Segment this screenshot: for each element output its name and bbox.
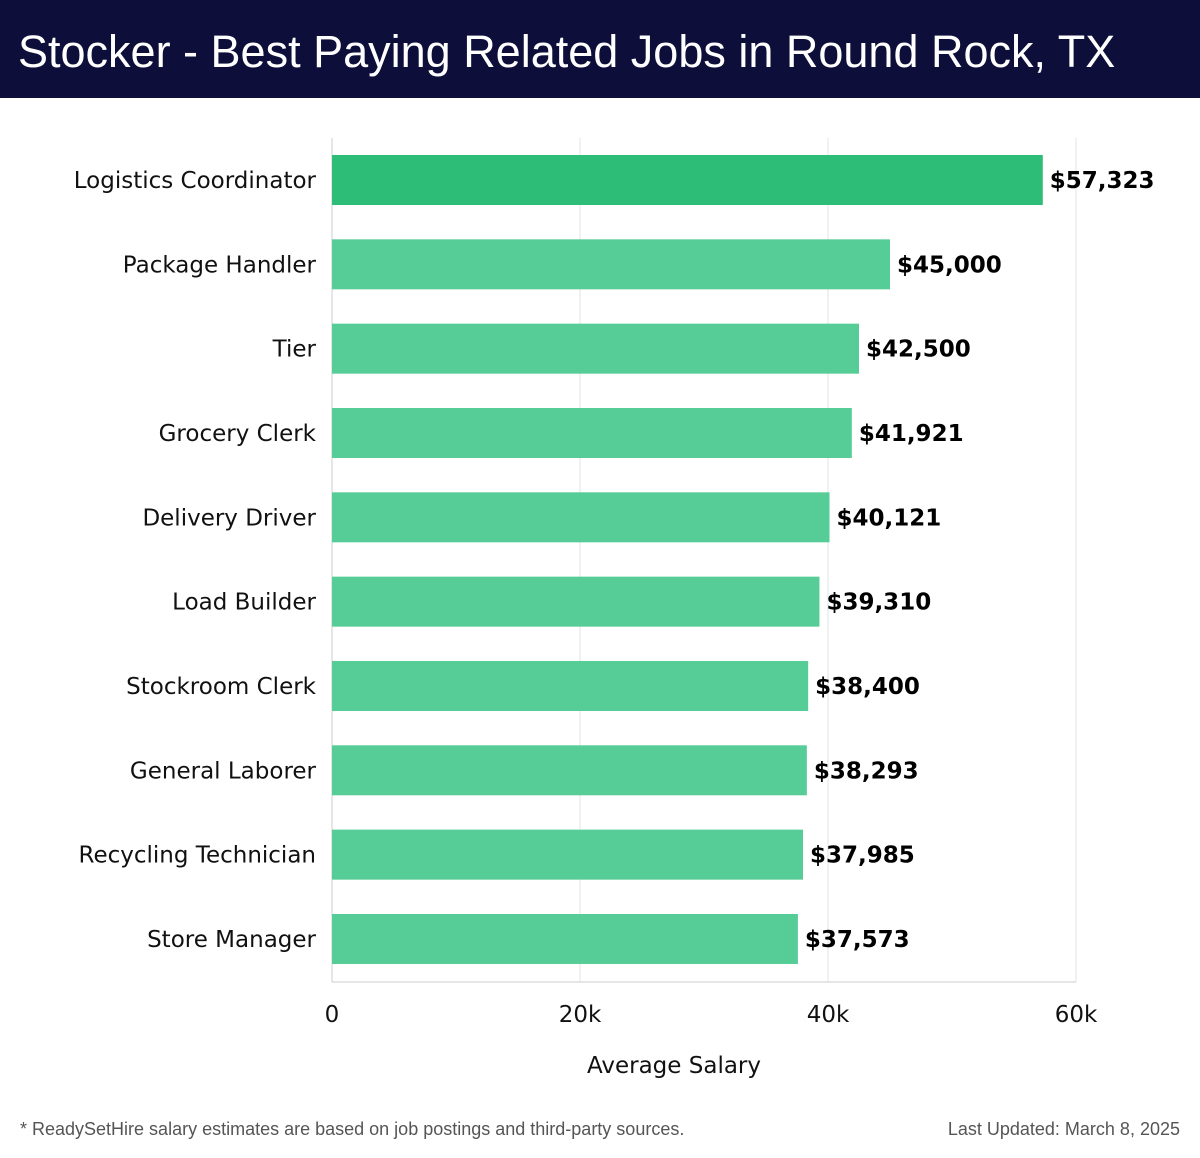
header-banner: Stocker - Best Paying Related Jobs in Ro… xyxy=(0,0,1200,98)
value-label: $41,921 xyxy=(859,421,964,447)
value-label: $38,400 xyxy=(815,674,920,700)
bar xyxy=(332,407,852,458)
category-label: General Laborer xyxy=(130,758,317,784)
bar xyxy=(332,913,798,964)
category-label: Store Manager xyxy=(147,927,316,953)
bar xyxy=(332,829,804,880)
bar xyxy=(332,660,809,711)
bar xyxy=(332,745,807,796)
chart-title: Stocker - Best Paying Related Jobs in Ro… xyxy=(18,26,1116,77)
x-tick-label: 20k xyxy=(559,1002,602,1028)
bar xyxy=(332,323,859,374)
category-label: Stockroom Clerk xyxy=(126,674,317,700)
x-tick-label: 0 xyxy=(325,1002,340,1028)
value-label: $42,500 xyxy=(866,337,971,363)
bar xyxy=(332,576,820,627)
value-label: $37,985 xyxy=(810,843,915,869)
x-axis-label: Average Salary xyxy=(587,1053,761,1079)
bar xyxy=(332,239,890,290)
value-label: $38,293 xyxy=(814,758,919,784)
last-updated: Last Updated: March 8, 2025 xyxy=(947,1119,1180,1139)
category-label: Delivery Driver xyxy=(142,505,316,531)
category-label: Recycling Technician xyxy=(79,843,316,869)
category-label: Tier xyxy=(272,337,317,363)
value-label: $37,573 xyxy=(805,927,910,953)
value-label: $57,323 xyxy=(1050,168,1155,194)
x-tick-label: 40k xyxy=(807,1002,850,1028)
footer-note: * ReadySetHire salary estimates are base… xyxy=(20,1119,685,1139)
x-tick-label: 60k xyxy=(1055,1002,1098,1028)
salary-bar-chart: Logistics Coordinator $57,323 Package Hand… xyxy=(74,138,1155,1079)
value-label: $45,000 xyxy=(897,252,1002,278)
category-label: Logistics Coordinator xyxy=(74,168,317,194)
value-label: $40,121 xyxy=(837,505,942,531)
bar xyxy=(332,155,1043,205)
category-label: Package Handler xyxy=(123,252,317,278)
category-label: Grocery Clerk xyxy=(159,421,317,447)
category-label: Load Builder xyxy=(172,590,316,616)
bar xyxy=(332,492,830,543)
value-label: $39,310 xyxy=(826,590,931,616)
